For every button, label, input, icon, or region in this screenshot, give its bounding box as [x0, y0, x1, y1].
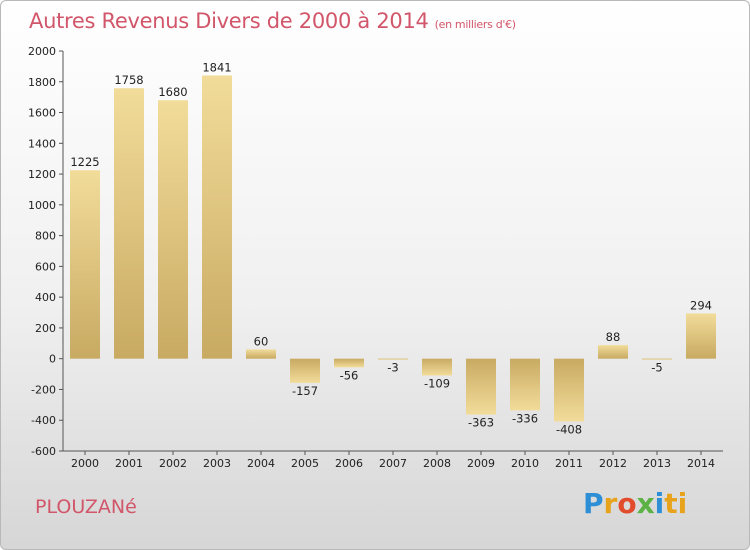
- chart-subtitle: (en milliers d'€): [434, 18, 516, 31]
- data-label: 1841: [202, 60, 231, 74]
- data-label: 294: [690, 298, 712, 312]
- bar-2011: [554, 358, 584, 422]
- logo-letter: r: [603, 487, 618, 520]
- x-tick-label: 2011: [555, 457, 583, 470]
- data-label: -408: [556, 422, 582, 436]
- chart-data-labels: 1225 1758 1680 1841 60 -157 -56 -3 -109 -363 -336 -…: [70, 60, 712, 436]
- data-label: -109: [424, 376, 450, 390]
- x-tick-label: 2008: [423, 457, 451, 470]
- data-label: -157: [292, 384, 318, 398]
- x-tick-label: 2013: [643, 457, 671, 470]
- bar-2004: [246, 349, 276, 359]
- bar-2013: [642, 358, 672, 360]
- data-label: 1680: [158, 85, 187, 99]
- logo-letter: ti: [664, 487, 688, 520]
- data-label: 1225: [70, 155, 99, 169]
- bar-2007: [378, 358, 408, 360]
- bar-2010: [510, 358, 540, 411]
- bar-2008: [422, 358, 452, 376]
- chart-title-text: Autres Revenus Divers de 2000 à 2014: [29, 9, 429, 33]
- x-tick-label: 2004: [247, 457, 275, 470]
- data-label: -3: [387, 361, 398, 375]
- data-label: -363: [468, 416, 494, 430]
- data-label: -336: [512, 411, 538, 425]
- bar-2009: [466, 358, 496, 415]
- chart-bars: [70, 75, 716, 422]
- y-tick-label: 600: [35, 260, 56, 273]
- data-label: -56: [340, 368, 359, 382]
- logo-letter: o: [617, 487, 637, 520]
- data-label: 60: [254, 334, 269, 348]
- proxiti-logo: Proxiti: [583, 487, 687, 520]
- logo-letter: P: [583, 487, 604, 520]
- bar-2003: [202, 75, 232, 359]
- y-tick-label: 200: [35, 322, 56, 335]
- y-tick-label: 0: [49, 353, 56, 366]
- x-tick-label: 2001: [115, 457, 143, 470]
- bar-2006: [334, 358, 364, 368]
- x-tick-label: 2012: [599, 457, 627, 470]
- logo-letter: x: [636, 487, 655, 520]
- logo-letter: i: [654, 487, 665, 520]
- y-tick-label: 400: [35, 291, 56, 304]
- y-tick-label: 1200: [28, 168, 56, 181]
- data-label: 1758: [114, 73, 143, 87]
- bar-2005: [290, 358, 320, 383]
- x-tick-label: 2000: [71, 457, 99, 470]
- y-tick-label: 800: [35, 230, 56, 243]
- x-tick-label: 2009: [467, 457, 495, 470]
- place-name: PLOUZANé: [35, 496, 137, 518]
- x-tick-label: 2005: [291, 457, 319, 470]
- chart-title: Autres Revenus Divers de 2000 à 2014 (en …: [29, 9, 516, 33]
- y-tick-label: -600: [31, 445, 56, 458]
- x-tick-label: 2014: [687, 457, 715, 470]
- x-tick-label: 2003: [203, 457, 231, 470]
- chart-axes: -600 -400 -200 0 200 400 600 800 1000 1200 1400 160…: [28, 45, 723, 470]
- bar-2001: [114, 88, 144, 359]
- x-tick-label: 2002: [159, 457, 187, 470]
- x-tick-label: 2010: [511, 457, 539, 470]
- bar-2000: [70, 170, 100, 359]
- x-tick-label: 2007: [379, 457, 407, 470]
- y-tick-label: 1400: [28, 137, 56, 150]
- y-tick-label: 1600: [28, 107, 56, 120]
- y-tick-label: -200: [31, 383, 56, 396]
- y-tick-label: -400: [31, 414, 56, 427]
- x-tick-label: 2006: [335, 457, 363, 470]
- bar-2012: [598, 345, 628, 359]
- data-label: 88: [606, 330, 621, 344]
- y-tick-label: 1800: [28, 76, 56, 89]
- bar-2014: [686, 313, 716, 359]
- y-tick-label: 1000: [28, 199, 56, 212]
- y-tick-label: 2000: [28, 45, 56, 58]
- bar-2002: [158, 100, 188, 359]
- data-label: -5: [651, 361, 662, 375]
